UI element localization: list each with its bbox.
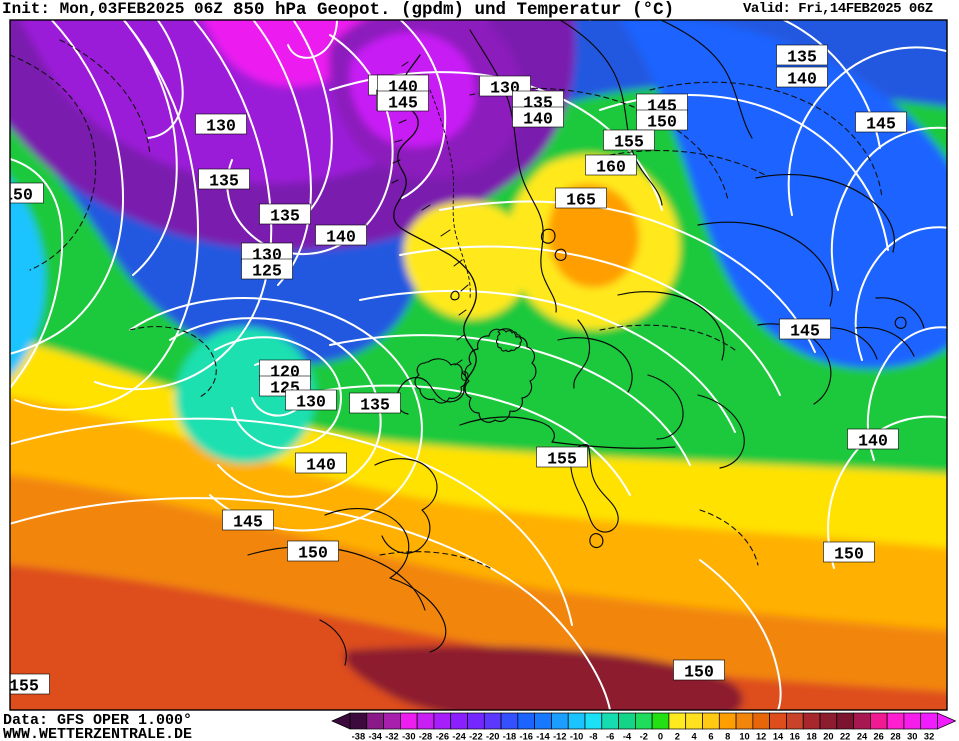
svg-text:140: 140 — [787, 70, 817, 89]
svg-text:26: 26 — [874, 732, 884, 741]
svg-text:155: 155 — [9, 677, 39, 696]
svg-text:8: 8 — [725, 732, 730, 741]
svg-text:2: 2 — [675, 732, 680, 741]
svg-text:150: 150 — [834, 545, 864, 564]
svg-text:135: 135 — [270, 207, 300, 226]
svg-text:22: 22 — [840, 732, 850, 741]
svg-text:16: 16 — [790, 732, 800, 741]
svg-text:-12: -12 — [553, 732, 566, 741]
svg-text:4: 4 — [692, 732, 698, 741]
svg-text:-8: -8 — [589, 732, 597, 741]
svg-text:-26: -26 — [436, 732, 449, 741]
svg-text:-22: -22 — [469, 732, 482, 741]
svg-text:-10: -10 — [570, 732, 583, 741]
svg-text:6: 6 — [708, 732, 713, 741]
svg-text:20: 20 — [823, 732, 833, 741]
svg-text:160: 160 — [596, 158, 626, 177]
svg-text:150: 150 — [684, 663, 714, 682]
svg-text:130: 130 — [206, 117, 236, 136]
svg-text:-18: -18 — [503, 732, 516, 741]
svg-text:28: 28 — [890, 732, 900, 741]
svg-text:135: 135 — [360, 396, 390, 415]
svg-text:155: 155 — [614, 133, 644, 152]
svg-text:125: 125 — [252, 262, 282, 281]
svg-text:10: 10 — [739, 732, 749, 741]
svg-text:32: 32 — [924, 732, 934, 741]
svg-text:-28: -28 — [419, 732, 432, 741]
svg-text:140: 140 — [858, 432, 888, 451]
svg-text:-2: -2 — [640, 732, 648, 741]
svg-text:18: 18 — [806, 732, 816, 741]
svg-text:-32: -32 — [385, 732, 398, 741]
svg-text:-38: -38 — [352, 732, 365, 741]
svg-text:145: 145 — [388, 94, 418, 113]
svg-text:-6: -6 — [606, 732, 614, 741]
svg-text:30: 30 — [907, 732, 917, 741]
svg-text:-34: -34 — [368, 732, 382, 741]
svg-text:-24: -24 — [452, 732, 466, 741]
svg-text:150: 150 — [298, 544, 328, 563]
svg-text:135: 135 — [209, 172, 239, 191]
svg-text:12: 12 — [756, 732, 766, 741]
svg-text:155: 155 — [547, 450, 577, 469]
svg-text:165: 165 — [566, 191, 596, 210]
svg-text:140: 140 — [306, 456, 336, 475]
svg-text:140: 140 — [523, 110, 553, 129]
svg-text:150: 150 — [647, 113, 677, 132]
svg-text:-30: -30 — [402, 732, 415, 741]
svg-text:-16: -16 — [519, 732, 532, 741]
svg-text:135: 135 — [787, 48, 817, 67]
svg-text:130: 130 — [296, 393, 326, 412]
svg-text:24: 24 — [857, 732, 868, 741]
svg-text:14: 14 — [773, 732, 784, 741]
svg-text:-4: -4 — [623, 732, 632, 741]
svg-text:-20: -20 — [486, 732, 499, 741]
svg-text:-14: -14 — [536, 732, 550, 741]
svg-text:140: 140 — [326, 228, 356, 247]
svg-text:145: 145 — [790, 322, 820, 341]
svg-text:145: 145 — [866, 115, 896, 134]
svg-text:0: 0 — [658, 732, 663, 741]
svg-text:145: 145 — [233, 513, 263, 532]
